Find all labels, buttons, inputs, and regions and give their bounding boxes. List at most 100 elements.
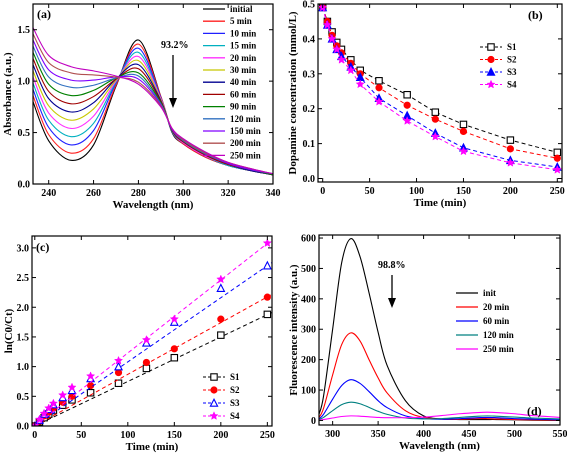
fit-line: [34, 293, 272, 426]
y-tick-label: 0.5: [17, 392, 30, 403]
data-point: [355, 79, 365, 89]
data-point: [262, 238, 272, 248]
data-point: [34, 414, 45, 424]
y-tick-label: 0.4: [303, 34, 316, 45]
y-axis-label: ln(C0/Ct): [3, 308, 15, 353]
legend-marker: [486, 79, 496, 89]
panel-0: 240 260 280 300 320 340 0.0 0.5 1.0 1.5 Wavelength…: [2, 3, 281, 211]
x-tick-label: 100: [120, 430, 135, 441]
x-tick-label: 350: [371, 429, 386, 440]
panel-3: 300 350 400 450 500 550 0 100 200 300 400 500 600 Wav…: [288, 234, 567, 452]
data-point: [263, 310, 272, 319]
fit-line: [34, 262, 272, 426]
legend-a: initial 5 min 10 min 15 min 20 min 30 min 40 m…: [161, 4, 261, 160]
legend-entry: 40 min: [230, 77, 256, 87]
data-point: [114, 361, 124, 371]
x-axis-label: Time (min): [414, 197, 467, 209]
y-tick-label: 0.5: [18, 128, 31, 139]
legend-entry: 20 min: [483, 302, 509, 312]
series-line: [319, 411, 560, 421]
y-tick-label: 0.5: [303, 0, 316, 11]
data-point: [170, 353, 179, 362]
data-point: [216, 283, 226, 293]
legend-marker: [210, 386, 218, 394]
y-tick-label: 0.2: [303, 104, 316, 115]
data-point: [431, 115, 439, 123]
axes-frame: [32, 3, 274, 185]
data-point: [86, 388, 95, 397]
data-point: [375, 77, 383, 85]
y-tick-label: 500: [301, 264, 316, 275]
legend-entry: init: [483, 288, 496, 298]
x-tick-label: 300: [176, 188, 191, 199]
fit-line: [34, 239, 272, 426]
legend-entry: 120 min: [483, 330, 514, 340]
legend-entry: 10 min: [230, 28, 256, 38]
data-point: [553, 154, 561, 162]
data-point: [114, 379, 123, 387]
legend-entry: 120 min: [230, 114, 261, 124]
data-point: [402, 116, 412, 125]
legend-entry: 150 min: [230, 126, 261, 136]
data-point: [263, 293, 271, 301]
data-point: [48, 398, 59, 408]
y-tick-label: 1.5: [17, 332, 30, 343]
x-axis-label: Wavelength (nm): [113, 199, 194, 211]
series-line: [319, 401, 560, 421]
y-tick-label: 2.0: [17, 303, 30, 314]
x-tick-label: 280: [131, 188, 146, 199]
x-tick-label: 450: [462, 429, 477, 440]
data-point: [142, 364, 151, 373]
legend-entry: S4: [230, 411, 240, 421]
data-point: [346, 65, 356, 75]
data-point: [431, 108, 440, 116]
data-point: [553, 148, 562, 157]
x-tick-label: 50: [365, 186, 375, 197]
legend-entry: initial: [230, 4, 253, 14]
y-tick-label: 0.0: [17, 422, 30, 433]
legend-marker: [209, 397, 219, 407]
x-tick-label: 100: [409, 186, 424, 197]
data-point: [169, 314, 179, 324]
y-tick-label: 0.3: [303, 69, 316, 80]
x-tick-label: 250: [260, 430, 275, 441]
y-tick-label: 400: [301, 294, 316, 305]
y-tick-label: 100: [301, 386, 316, 397]
plot-area: [33, 27, 273, 176]
legend-marker: [487, 55, 495, 64]
x-tick-label: 0: [320, 186, 325, 197]
x-tick-label: 200: [213, 430, 228, 441]
data-point: [58, 390, 68, 400]
series-line: [33, 39, 273, 175]
y-tick-label: 1.0: [18, 77, 31, 88]
x-tick-label: 50: [76, 430, 86, 441]
x-tick-label: 150: [456, 186, 471, 197]
x-tick-label: 550: [553, 429, 567, 440]
legend-entry: S1: [230, 372, 240, 382]
axes-frame: [318, 234, 561, 426]
data-point: [32, 421, 40, 426]
legend-b: S1 S2 S3 S4: [480, 42, 517, 90]
data-point: [262, 260, 272, 270]
data-point: [216, 274, 226, 284]
data-point: [327, 34, 337, 43]
legend-entry: 20 min: [230, 53, 256, 63]
legend-entry: S3: [507, 67, 517, 77]
y-tick-label: 0: [311, 416, 316, 427]
legend-entry: 200 min: [230, 138, 261, 148]
data-point: [85, 371, 96, 381]
panel-1: 0 50 100 150 200 250 0.0 0.1 0.2 0.3 0.4 0.5 Time (m…: [287, 0, 565, 209]
data-point: [217, 315, 225, 323]
data-point: [552, 164, 562, 174]
y-tick-label: 1.5: [18, 25, 31, 36]
y-tick-label: 300: [301, 325, 316, 336]
y-tick-label: 2.5: [17, 273, 30, 284]
y-tick-label: 0.0: [303, 174, 316, 185]
data-point: [430, 131, 440, 141]
x-tick-label: 340: [266, 188, 281, 199]
series-line: [319, 379, 560, 421]
data-point: [44, 403, 54, 413]
axes-frame: [317, 3, 563, 183]
legend-entry: 90 min: [230, 102, 256, 112]
